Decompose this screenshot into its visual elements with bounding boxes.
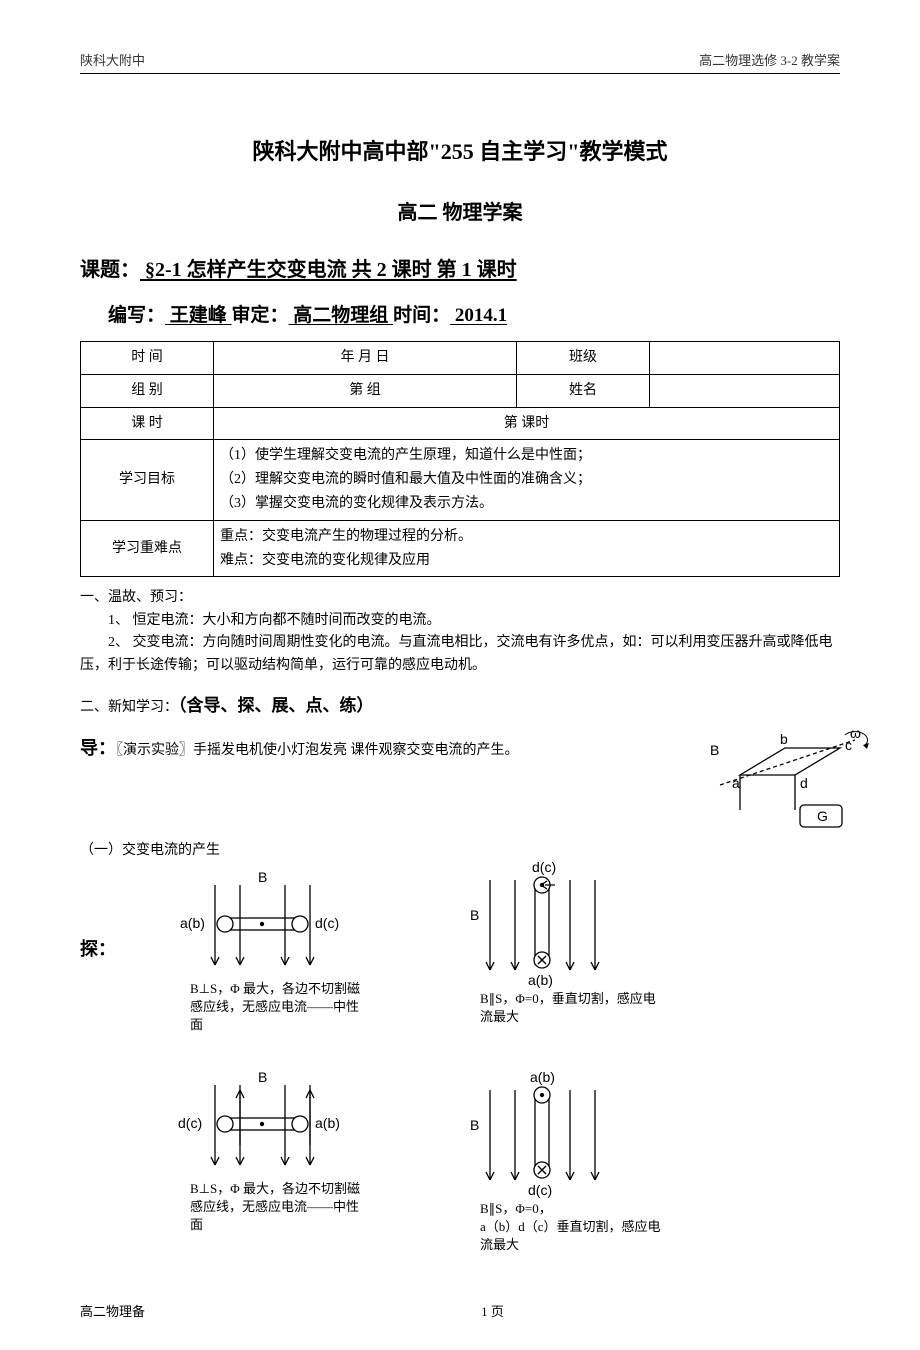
info-table: 时 间 年 月 日 班级 组 别 第 组 姓名 课 时 第 课时 学习目标 （1…	[80, 341, 840, 577]
main-title: 陕科大附中高中部"255 自主学习"教学模式	[80, 134, 840, 166]
d1-B: B	[258, 870, 267, 885]
review-val: 高二物理组	[289, 305, 394, 326]
diagram-d1: B a(b) d(c) B⊥S，Φ 最大，各边不切割磁感应线，无感应电流——中性…	[170, 870, 370, 1035]
cell-diff-val: 重点：交变电流产生的物理过程的分析。 难点：交变电流的变化规律及应用	[214, 520, 840, 577]
cell-goal-lbl: 学习目标	[81, 440, 214, 520]
cell-name-lbl: 姓名	[517, 374, 650, 407]
d4-bot: d(c)	[528, 1182, 552, 1198]
cell-time-lbl: 时 间	[81, 342, 214, 375]
header-right: 高二物理选修 3-2 教学案	[699, 50, 840, 69]
d4-top: a(b)	[530, 1070, 555, 1085]
write-val: 王建峰	[165, 305, 232, 326]
generator-diagram: B a b c d G ω	[700, 730, 880, 860]
gen-omega-label: ω	[850, 730, 861, 741]
d1-caption: B⊥S，Φ 最大，各边不切割磁感应线，无感应电流——中性面	[170, 980, 370, 1035]
gen-b-label: b	[780, 731, 788, 747]
footer-page: 1 页	[481, 1301, 504, 1320]
author-line: 编写： 王建峰 审定： 高二物理组 时间： 2014.1	[80, 300, 840, 327]
d1-left: a(b)	[180, 915, 205, 931]
page-header: 陕科大附中 高二物理选修 3-2 教学案	[80, 50, 840, 74]
table-row: 时 间 年 月 日 班级	[81, 342, 840, 375]
cell-group-lbl: 组 别	[81, 374, 214, 407]
topic-label: 课题：	[80, 259, 140, 281]
newstudy-head: 二、新知学习：	[80, 700, 178, 715]
table-row: 课 时 第 课时	[81, 407, 840, 440]
d3-B: B	[258, 1070, 267, 1085]
table-row: 组 别 第 组 姓名	[81, 374, 840, 407]
cell-date: 年 月 日	[214, 342, 517, 375]
section-1-head: （一）交变电流的产生	[80, 840, 220, 862]
cell-group-val: 第 组	[214, 374, 517, 407]
review-label: 审定：	[232, 305, 289, 326]
guide-lead: 导：	[80, 738, 116, 758]
d4-B: B	[470, 1117, 479, 1133]
d3-caption: B⊥S，Φ 最大，各边不切割磁感应线，无感应电流——中性面	[170, 1180, 370, 1235]
d2-B: B	[470, 907, 479, 923]
tan-label: 探：	[80, 935, 116, 961]
newstudy-line: 二、新知学习：（含导、探、展、点、练）	[80, 691, 840, 716]
gen-a-label: a	[732, 775, 740, 791]
footer-left: 高二物理备	[80, 1301, 145, 1320]
cell-diff-lbl: 学习重难点	[81, 520, 214, 577]
cell-goal-val: （1）使学生理解交变电流的产生原理，知道什么是中性面； （2）理解交变电流的瞬时…	[214, 440, 840, 520]
time-label: 时间：	[393, 305, 450, 326]
page-footer: 高二物理备 1 页	[80, 1301, 840, 1320]
review-head: 一、温故、预习：	[80, 587, 840, 609]
d2-top: d(c)	[532, 860, 556, 875]
d1-right: d(c)	[315, 915, 339, 931]
page: 陕科大附中 高二物理选修 3-2 教学案 陕科大附中高中部"255 自主学习"教…	[0, 0, 920, 1350]
gen-B-label: B	[710, 742, 719, 758]
review-section: 一、温故、预习： 1、 恒定电流：大小和方向都不随时间而改变的电流。 2、 交变…	[80, 587, 840, 677]
cell-class-lbl: 班级	[517, 342, 650, 375]
review-item-2: 2、 交变电流：方向随时间周期性变化的电流。与直流电相比，交流电有许多优点，如：…	[80, 632, 840, 677]
topic-text: §2-1 怎样产生交变电流 共 2 课时 第 1 课时	[140, 259, 517, 281]
gen-d-label: d	[800, 775, 808, 791]
review-item-1: 1、 恒定电流：大小和方向都不随时间而改变的电流。	[80, 610, 840, 632]
topic-line: 课题： §2-1 怎样产生交变电流 共 2 课时 第 1 课时	[80, 253, 840, 282]
table-row: 学习目标 （1）使学生理解交变电流的产生原理，知道什么是中性面； （2）理解交变…	[81, 440, 840, 520]
d3-left: d(c)	[178, 1115, 202, 1131]
gen-G-label: G	[817, 808, 828, 824]
diagram-d3: B d(c) a(b) B⊥S，Φ 最大，各边不切割磁感应线，无感应电流——中性…	[170, 1070, 370, 1235]
table-row: 学习重难点 重点：交变电流产生的物理过程的分析。 难点：交变电流的变化规律及应用	[81, 520, 840, 577]
sub-title: 高二 物理学案	[80, 196, 840, 225]
cell-name-val	[650, 374, 840, 407]
header-left: 陕科大附中	[80, 50, 145, 69]
cell-class-val	[650, 342, 840, 375]
d2-bot: a(b)	[528, 972, 553, 988]
time-val: 2014.1	[450, 305, 507, 326]
newstudy-paren: （含导、探、展、点、练）	[178, 696, 374, 715]
diagram-d4: B a(b) d(c) B∥S，Φ=0， a（b）d（c）垂直切割，感应电流最大	[460, 1070, 670, 1255]
guide-text: 〖演示实验〗手摇发电机使小灯泡发亮 课件观察交变电流的产生。	[116, 743, 519, 758]
diagram-area: B a b c d G ω （一）交变电流的产生 探：	[80, 770, 840, 1310]
d3-right: a(b)	[315, 1115, 340, 1131]
d4-caption: B∥S，Φ=0， a（b）d（c）垂直切割，感应电流最大	[460, 1200, 670, 1255]
cell-lesson-val: 第 课时	[214, 407, 840, 440]
d2-caption: B∥S，Φ=0，垂直切割，感应电流最大	[460, 990, 660, 1026]
write-label: 编写：	[108, 305, 165, 326]
diagram-d2: B d(c) a(b) B∥S，Φ=0，垂直切割，感应电流最大	[460, 860, 660, 1026]
cell-lesson-lbl: 课 时	[81, 407, 214, 440]
